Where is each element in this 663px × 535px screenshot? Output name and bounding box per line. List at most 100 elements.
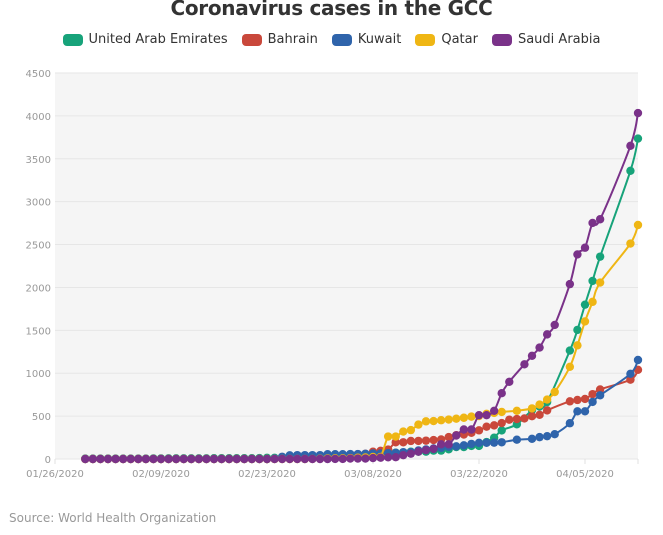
data-point-saudi-arabia[interactable] bbox=[262, 454, 272, 464]
legend-item-uae[interactable]: United Arab Emirates bbox=[62, 32, 228, 47]
data-point-bahrain[interactable] bbox=[406, 436, 416, 446]
data-point-saudi-arabia[interactable] bbox=[436, 440, 446, 449]
data-point-saudi-arabia[interactable] bbox=[285, 454, 294, 464]
data-point-saudi-arabia[interactable] bbox=[474, 410, 484, 420]
data-point-bahrain[interactable] bbox=[414, 436, 423, 446]
data-point-saudi-arabia[interactable] bbox=[421, 445, 431, 455]
data-point-qatar[interactable] bbox=[459, 413, 469, 422]
data-point-saudi-arabia[interactable] bbox=[81, 454, 90, 464]
data-point-saudi-arabia[interactable] bbox=[429, 444, 438, 454]
data-point-saudi-arabia[interactable] bbox=[489, 406, 499, 415]
data-point-saudi-arabia[interactable] bbox=[573, 250, 582, 259]
data-point-qatar[interactable] bbox=[573, 341, 582, 350]
data-point-saudi-arabia[interactable] bbox=[361, 454, 370, 463]
data-point-qatar[interactable] bbox=[452, 414, 461, 423]
data-point-kuwait[interactable] bbox=[452, 442, 461, 451]
legend-item-qatar[interactable]: Qatar bbox=[415, 32, 478, 47]
data-point-bahrain[interactable] bbox=[482, 422, 491, 431]
data-point-bahrain[interactable] bbox=[429, 435, 438, 445]
data-point-bahrain[interactable] bbox=[527, 411, 537, 421]
data-point-kuwait[interactable] bbox=[527, 434, 537, 444]
data-point-bahrain[interactable] bbox=[595, 385, 605, 394]
data-point-saudi-arabia[interactable] bbox=[164, 454, 173, 464]
data-point-saudi-arabia[interactable] bbox=[111, 454, 120, 464]
data-point-bahrain[interactable] bbox=[421, 436, 431, 445]
data-point-kuwait[interactable] bbox=[474, 438, 484, 448]
data-point-qatar[interactable] bbox=[383, 432, 393, 441]
data-point-kuwait[interactable] bbox=[550, 430, 559, 439]
data-point-qatar[interactable] bbox=[436, 416, 446, 425]
data-point-united-arab-emirates[interactable] bbox=[573, 325, 582, 335]
data-point-saudi-arabia[interactable] bbox=[277, 454, 287, 464]
legend-item-bahrain[interactable]: Bahrain bbox=[241, 32, 318, 47]
data-point-qatar[interactable] bbox=[421, 417, 431, 426]
data-point-saudi-arabia[interactable] bbox=[459, 425, 469, 434]
data-point-kuwait[interactable] bbox=[497, 438, 506, 447]
data-point-saudi-arabia[interactable] bbox=[595, 215, 605, 224]
data-point-saudi-arabia[interactable] bbox=[535, 343, 544, 352]
data-point-saudi-arabia[interactable] bbox=[353, 454, 363, 463]
data-point-saudi-arabia[interactable] bbox=[482, 410, 491, 420]
data-point-kuwait[interactable] bbox=[595, 391, 605, 400]
data-point-qatar[interactable] bbox=[527, 404, 537, 413]
data-point-saudi-arabia[interactable] bbox=[149, 454, 158, 464]
data-point-saudi-arabia[interactable] bbox=[202, 454, 211, 464]
data-point-united-arab-emirates[interactable] bbox=[565, 346, 575, 355]
data-point-saudi-arabia[interactable] bbox=[209, 454, 219, 464]
legend-item-kuwait[interactable]: Kuwait bbox=[331, 32, 401, 47]
data-point-bahrain[interactable] bbox=[580, 394, 590, 404]
data-point-saudi-arabia[interactable] bbox=[323, 454, 332, 464]
data-point-kuwait[interactable] bbox=[542, 431, 552, 441]
data-point-bahrain[interactable] bbox=[520, 414, 529, 423]
data-point-qatar[interactable] bbox=[550, 387, 559, 397]
data-point-saudi-arabia[interactable] bbox=[346, 454, 355, 463]
data-point-saudi-arabia[interactable] bbox=[520, 360, 529, 369]
data-point-saudi-arabia[interactable] bbox=[88, 454, 98, 464]
data-point-saudi-arabia[interactable] bbox=[414, 447, 423, 456]
data-point-bahrain[interactable] bbox=[542, 406, 552, 415]
data-point-qatar[interactable] bbox=[399, 427, 408, 436]
data-point-saudi-arabia[interactable] bbox=[550, 320, 559, 330]
data-point-saudi-arabia[interactable] bbox=[406, 449, 416, 458]
data-point-bahrain[interactable] bbox=[489, 421, 499, 430]
data-point-qatar[interactable] bbox=[633, 220, 643, 230]
data-point-saudi-arabia[interactable] bbox=[376, 453, 385, 462]
data-point-bahrain[interactable] bbox=[535, 410, 544, 420]
data-point-kuwait[interactable] bbox=[633, 355, 643, 365]
data-point-bahrain[interactable] bbox=[444, 432, 453, 442]
data-point-saudi-arabia[interactable] bbox=[626, 141, 635, 151]
data-point-united-arab-emirates[interactable] bbox=[633, 134, 643, 143]
data-point-saudi-arabia[interactable] bbox=[187, 454, 196, 464]
data-point-kuwait[interactable] bbox=[580, 407, 590, 416]
data-point-bahrain[interactable] bbox=[391, 438, 400, 447]
data-point-bahrain[interactable] bbox=[626, 375, 635, 384]
data-point-saudi-arabia[interactable] bbox=[224, 454, 234, 464]
data-point-bahrain[interactable] bbox=[588, 389, 597, 399]
data-point-kuwait[interactable] bbox=[512, 435, 522, 444]
data-point-saudi-arabia[interactable] bbox=[383, 453, 393, 462]
data-point-qatar[interactable] bbox=[580, 317, 590, 326]
data-point-bahrain[interactable] bbox=[399, 438, 408, 447]
data-point-bahrain[interactable] bbox=[505, 415, 514, 424]
data-point-saudi-arabia[interactable] bbox=[330, 454, 340, 464]
data-point-saudi-arabia[interactable] bbox=[300, 454, 310, 464]
data-point-saudi-arabia[interactable] bbox=[217, 454, 226, 464]
data-point-qatar[interactable] bbox=[497, 407, 506, 417]
data-point-saudi-arabia[interactable] bbox=[391, 452, 400, 462]
data-point-kuwait[interactable] bbox=[626, 369, 635, 379]
data-point-kuwait[interactable] bbox=[482, 438, 491, 447]
legend-item-saudi-arabia[interactable]: Saudi Arabia bbox=[491, 32, 600, 47]
data-point-kuwait[interactable] bbox=[535, 432, 544, 442]
data-point-qatar[interactable] bbox=[588, 297, 597, 307]
data-point-united-arab-emirates[interactable] bbox=[580, 300, 590, 309]
data-point-saudi-arabia[interactable] bbox=[315, 454, 325, 464]
data-point-bahrain[interactable] bbox=[565, 397, 575, 406]
data-point-kuwait[interactable] bbox=[459, 441, 469, 450]
data-point-bahrain[interactable] bbox=[474, 426, 484, 435]
data-point-qatar[interactable] bbox=[542, 395, 552, 404]
data-point-saudi-arabia[interactable] bbox=[240, 454, 249, 464]
data-point-saudi-arabia[interactable] bbox=[308, 454, 317, 464]
data-point-saudi-arabia[interactable] bbox=[141, 454, 151, 464]
data-point-qatar[interactable] bbox=[512, 406, 522, 415]
data-point-bahrain[interactable] bbox=[497, 418, 506, 428]
